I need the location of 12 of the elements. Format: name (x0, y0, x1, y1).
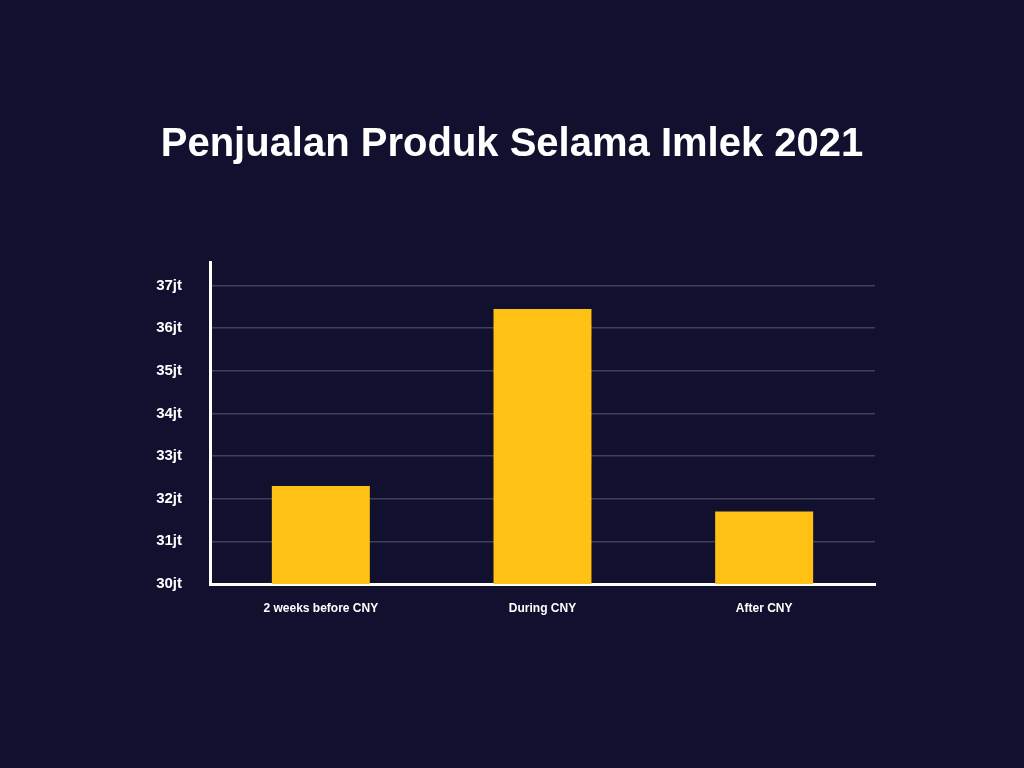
x-tick-label: 2 weeks before CNY (263, 600, 379, 615)
y-tick-label: 30jt (156, 574, 182, 592)
y-tick-label: 33jt (156, 446, 182, 464)
y-tick-label: 37jt (156, 275, 182, 293)
y-tick-label: 31jt (156, 531, 182, 549)
chart-title: Penjualan Produk Selama Imlek 2021 (160, 120, 864, 165)
x-tick-label: During CNY (508, 600, 577, 615)
y-tick-label: 36jt (156, 318, 182, 336)
y-tick-label: 32jt (156, 488, 182, 506)
y-tick-label: 34jt (156, 403, 182, 421)
x-tick-label: After CNY (735, 600, 793, 615)
y-tick-label: 35jt (156, 360, 182, 378)
